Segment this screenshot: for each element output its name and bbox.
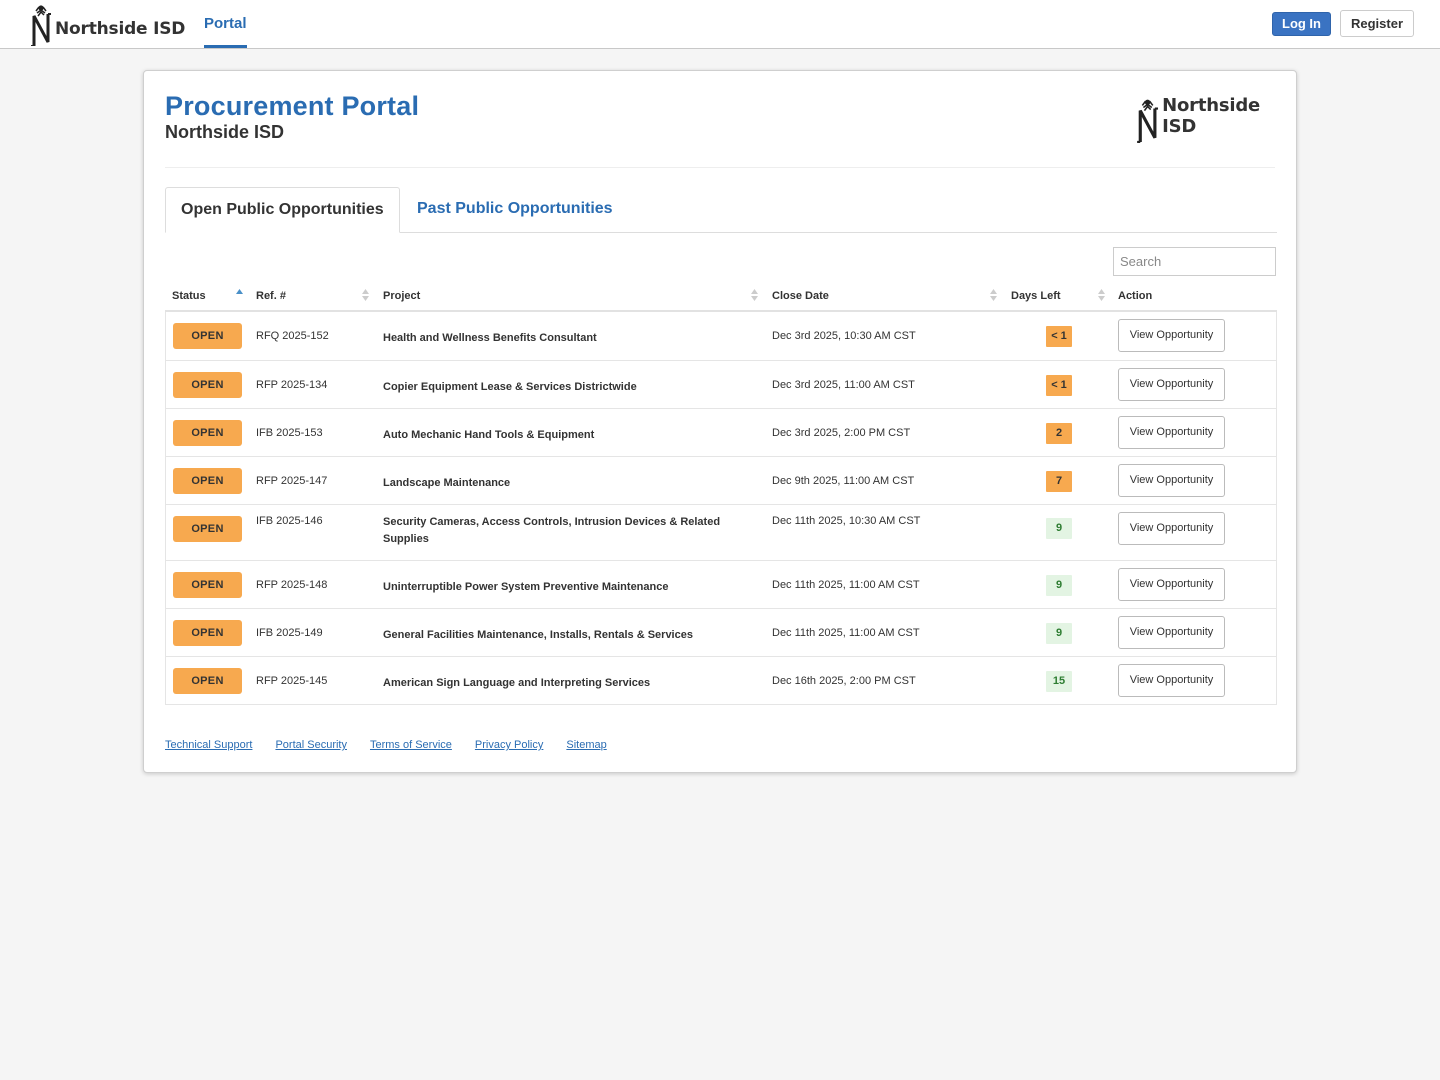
ref-number: RFQ 2025-152 (256, 330, 329, 342)
page-title: Procurement Portal (165, 91, 420, 121)
ref-number: IFB 2025-146 (256, 515, 323, 527)
status-badge: OPEN (173, 372, 242, 398)
table-row: OPEN RFP 2025-147 Landscape Maintenance … (166, 456, 1276, 504)
ref-number: RFP 2025-134 (256, 379, 328, 391)
view-opportunity-button[interactable]: View Opportunity (1118, 464, 1225, 497)
days-left-badge: 9 (1046, 518, 1072, 539)
footer-link-portal-security[interactable]: Portal Security (275, 739, 347, 751)
ref-number: RFP 2025-145 (256, 675, 328, 687)
view-opportunity-button[interactable]: View Opportunity (1118, 416, 1225, 449)
opportunities-table: Status Ref. # Project Close Date Days Le… (165, 282, 1277, 705)
status-badge: OPEN (173, 572, 242, 598)
view-opportunity-button[interactable]: View Opportunity (1118, 512, 1225, 545)
project-name: Copier Equipment Lease & Services Distri… (383, 381, 637, 393)
search-input[interactable] (1113, 247, 1276, 276)
table-row: OPEN IFB 2025-149 General Facilities Mai… (166, 608, 1276, 656)
status-badge: OPEN (173, 323, 242, 349)
sort-icon[interactable] (751, 288, 758, 302)
table-header: Status Ref. # Project Close Date Days Le… (165, 282, 1277, 312)
view-opportunity-button[interactable]: View Opportunity (1118, 319, 1225, 352)
column-header-action: Action (1118, 290, 1153, 302)
days-left-badge: < 1 (1046, 375, 1072, 396)
view-opportunity-button[interactable]: View Opportunity (1118, 664, 1225, 697)
divider (165, 167, 1275, 168)
brand-link[interactable]: Northside ISD (28, 2, 185, 46)
status-badge: OPEN (173, 516, 242, 542)
nav-portal-link[interactable]: Portal (204, 0, 247, 48)
project-name: Uninterruptible Power System Preventive … (383, 581, 669, 593)
close-date: Dec 3rd 2025, 10:30 AM CST (772, 330, 916, 342)
status-badge: OPEN (173, 468, 242, 494)
top-navbar: Northside ISD Portal Log In Register (0, 0, 1440, 49)
project-name: American Sign Language and Interpreting … (383, 677, 651, 689)
ref-number: IFB 2025-149 (256, 627, 323, 639)
view-opportunity-button[interactable]: View Opportunity (1118, 568, 1225, 601)
days-left-badge: 2 (1046, 423, 1072, 444)
organization-logo: Northside ISD (1134, 93, 1296, 143)
sort-icon[interactable] (362, 288, 369, 302)
close-date: Dec 3rd 2025, 11:00 AM CST (772, 379, 915, 391)
login-button[interactable]: Log In (1272, 12, 1331, 36)
footer-link-sitemap[interactable]: Sitemap (566, 739, 607, 751)
column-header-status[interactable]: Status (172, 290, 206, 302)
close-date: Dec 11th 2025, 11:00 AM CST (772, 579, 920, 591)
close-date: Dec 11th 2025, 10:30 AM CST (772, 515, 921, 527)
close-date: Dec 9th 2025, 11:00 AM CST (772, 475, 915, 487)
northside-isd-logo-icon (1137, 99, 1159, 143)
ref-number: RFP 2025-147 (256, 475, 328, 487)
column-header-days-left[interactable]: Days Left (1011, 290, 1061, 302)
days-left-badge: 9 (1046, 623, 1072, 644)
brand-text: Northside ISD (55, 19, 186, 39)
footer-link-technical-support[interactable]: Technical Support (165, 739, 253, 751)
footer-link-terms-of-service[interactable]: Terms of Service (369, 739, 452, 751)
tab-open-opportunities[interactable]: Open Public Opportunities (165, 187, 400, 233)
days-left-badge: 9 (1046, 575, 1072, 596)
register-button[interactable]: Register (1340, 10, 1414, 37)
close-date: Dec 11th 2025, 11:00 AM CST (772, 627, 920, 639)
close-date: Dec 3rd 2025, 2:00 PM CST (772, 427, 911, 439)
table-body: OPEN RFQ 2025-152 Health and Wellness Be… (165, 312, 1277, 705)
organization-logo-text: Northside ISD (1162, 95, 1261, 137)
sort-icon[interactable] (990, 288, 997, 302)
table-row: OPEN RFP 2025-145 American Sign Language… (166, 656, 1276, 704)
opportunity-tabs: Open Public Opportunities Past Public Op… (165, 187, 1277, 233)
table-row: OPEN RFP 2025-148 Uninterruptible Power … (166, 560, 1276, 608)
close-date: Dec 16th 2025, 2:00 PM CST (772, 675, 916, 687)
project-name: Auto Mechanic Hand Tools & Equipment (383, 429, 595, 441)
footer-links: Technical Support Portal Security Terms … (165, 739, 630, 751)
page-subtitle: Northside ISD (165, 122, 285, 142)
status-badge: OPEN (173, 668, 242, 694)
ref-number: RFP 2025-148 (256, 579, 328, 591)
view-opportunity-button[interactable]: View Opportunity (1118, 368, 1225, 401)
sort-asc-icon[interactable] (236, 288, 243, 302)
column-header-close-date[interactable]: Close Date (772, 290, 829, 302)
view-opportunity-button[interactable]: View Opportunity (1118, 616, 1225, 649)
days-left-badge: 15 (1046, 671, 1072, 692)
table-row: OPEN RFQ 2025-152 Health and Wellness Be… (166, 312, 1276, 360)
northside-isd-logo-icon (31, 5, 51, 46)
ref-number: IFB 2025-153 (256, 427, 323, 439)
footer-link-privacy-policy[interactable]: Privacy Policy (474, 739, 544, 751)
project-name: Landscape Maintenance (383, 477, 511, 489)
status-badge: OPEN (173, 420, 242, 446)
portal-card: Procurement Portal Northside ISD Northsi… (143, 70, 1297, 773)
tab-past-opportunities[interactable]: Past Public Opportunities (417, 200, 613, 217)
table-row: OPEN IFB 2025-153 Auto Mechanic Hand Too… (166, 408, 1276, 456)
sort-icon[interactable] (1098, 288, 1105, 302)
days-left-badge: 7 (1046, 471, 1072, 492)
table-row: OPEN RFP 2025-134 Copier Equipment Lease… (166, 360, 1276, 408)
project-name: General Facilities Maintenance, Installs… (383, 629, 693, 641)
project-name: Security Cameras, Access Controls, Intru… (383, 516, 721, 545)
days-left-badge: < 1 (1046, 326, 1072, 347)
status-badge: OPEN (173, 620, 242, 646)
column-header-ref[interactable]: Ref. # (256, 290, 286, 302)
project-name: Health and Wellness Benefits Consultant (383, 332, 597, 344)
table-row: OPEN IFB 2025-146 Security Cameras, Acce… (166, 504, 1276, 560)
column-header-project[interactable]: Project (383, 290, 421, 302)
